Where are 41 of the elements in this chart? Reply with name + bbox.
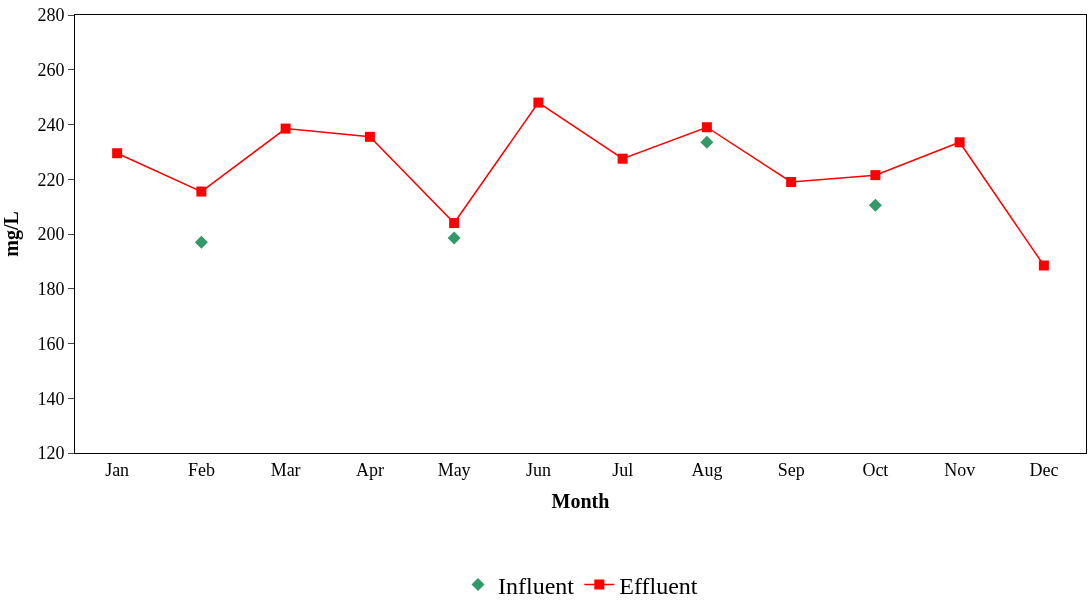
point [533,97,544,108]
x-tick-label: Sep [777,459,805,480]
y-tick-label: 160 [37,333,65,354]
y-tick-label: 140 [37,388,65,409]
point [196,186,207,197]
x-tick-label: Jul [612,459,634,480]
x-tick-label: Mar [270,459,301,480]
point [954,137,965,148]
point [786,176,797,187]
x-tick-label: May [437,459,471,480]
x-tick-label: Oct [862,459,889,480]
point [112,148,123,159]
y-tick-label: 280 [37,5,65,26]
x-tick-label: Apr [355,459,384,480]
legend-label: Influent [498,572,575,599]
point [449,218,460,229]
point [1038,260,1049,271]
point [617,153,628,164]
y-axis-title: mg/L [0,211,23,257]
point [280,123,291,134]
y-tick-label: 220 [37,169,65,190]
x-tick-label: Aug [691,459,723,480]
x-tick-label: Feb [187,459,215,480]
point [868,198,882,212]
point [194,235,208,249]
y-tick-label: 240 [37,114,65,135]
point [364,131,375,142]
y-tick-label: 180 [37,279,65,300]
y-tick-label: 260 [37,60,65,81]
x-tick-label: Jan [105,459,130,480]
point [447,231,461,245]
x-tick-label: Dec [1029,459,1059,480]
x-tick-label: Jun [525,459,551,480]
y-tick-label: 120 [37,443,65,464]
point [870,170,881,181]
point [700,135,714,149]
x-axis-title: Month [551,490,610,513]
x-tick-label: Nov [944,459,976,480]
point [701,122,712,133]
legend-label: Effluent [619,572,698,599]
y-tick-label: 200 [37,224,65,245]
